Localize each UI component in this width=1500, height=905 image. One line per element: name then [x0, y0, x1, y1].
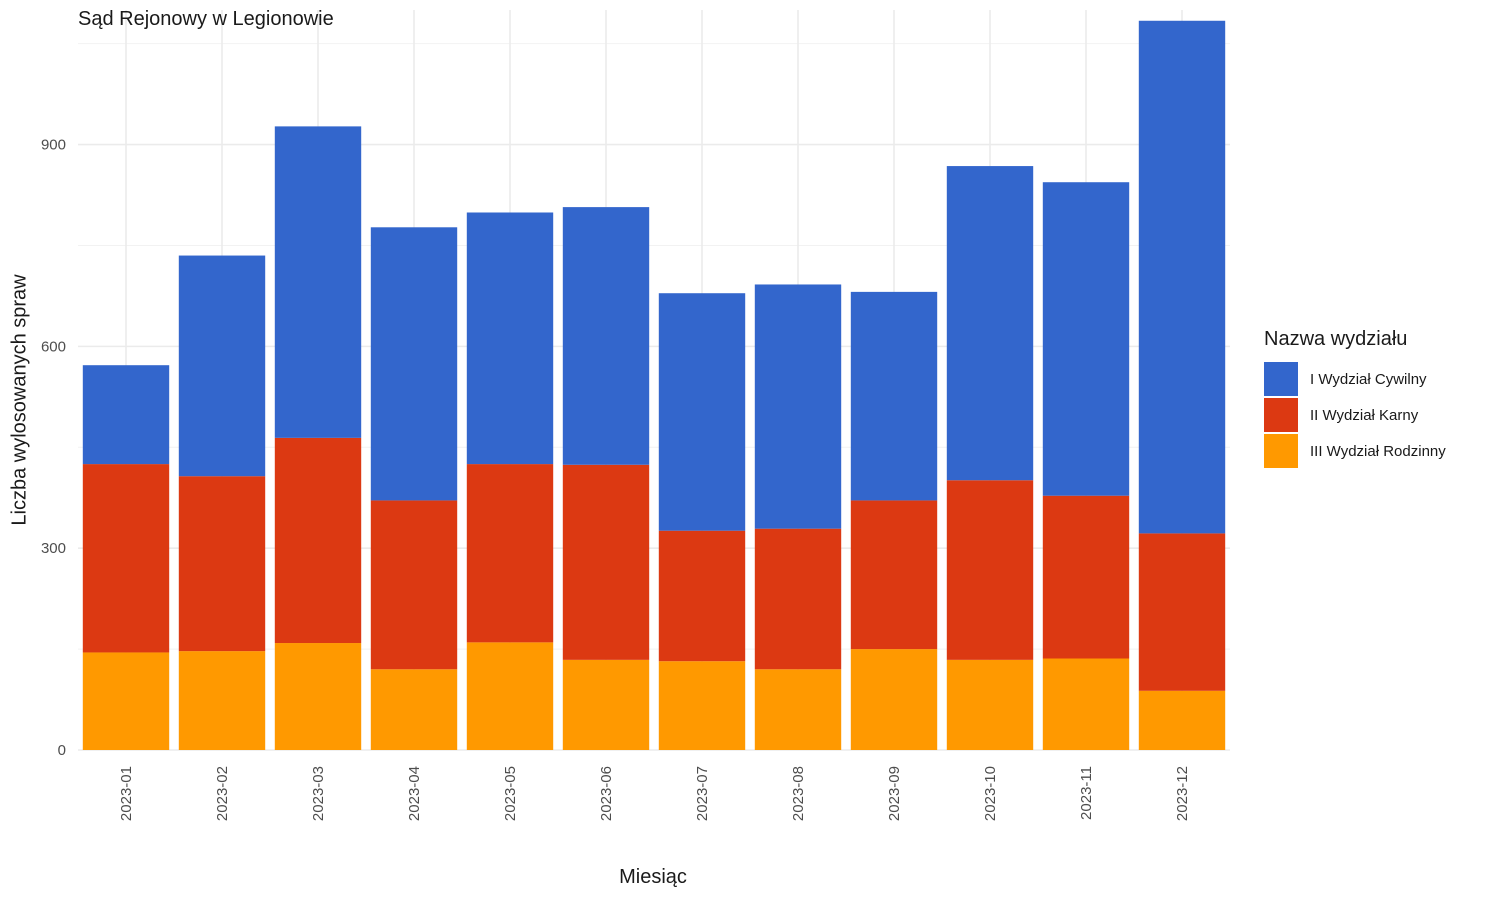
bar-segment [1138, 533, 1226, 691]
bar-segment [1042, 182, 1130, 496]
bar-segment [370, 227, 458, 501]
bar-segment [946, 659, 1034, 750]
legend-label: II Wydział Karny [1310, 406, 1419, 424]
x-tick-label: 2023-12 [1174, 766, 1191, 821]
chart-title: Sąd Rejonowy w Legionowie [78, 8, 334, 30]
bar-segment [1042, 658, 1130, 750]
bar-segment [274, 126, 362, 438]
bar-segment [82, 464, 170, 653]
x-tick-label: 2023-05 [502, 766, 519, 821]
bar-segment [562, 464, 650, 660]
legend-key-family [1264, 434, 1298, 468]
x-tick-label: 2023-04 [406, 766, 423, 821]
bar-segment [1042, 495, 1130, 659]
bar-segment [82, 365, 170, 465]
y-tick-label: 600 [41, 338, 66, 355]
y-axis-label: Liczba wylosowanych spraw [8, 274, 31, 526]
bar-segment [466, 212, 554, 465]
legend-item: III Wydział Rodzinny [1264, 433, 1446, 469]
bar-segment [754, 528, 842, 670]
bar-segment [82, 652, 170, 750]
x-tick-label: 2023-01 [118, 766, 135, 821]
legend: Nazwa wydziału I Wydział Cywilny II Wydz… [1264, 328, 1446, 469]
bar-segment [658, 293, 746, 531]
legend-key-criminal [1264, 398, 1298, 432]
bar-segment [1138, 20, 1226, 534]
bar-segment [850, 291, 938, 501]
x-tick-label: 2023-02 [214, 766, 231, 821]
legend-item: II Wydział Karny [1264, 397, 1446, 433]
y-tick-label: 0 [58, 742, 66, 759]
bar-segment [754, 284, 842, 529]
bar-segment [658, 530, 746, 662]
legend-key-civil [1264, 362, 1298, 396]
bar-segment [466, 642, 554, 750]
y-tick-label: 300 [41, 540, 66, 557]
bar-segment [946, 166, 1034, 481]
bar-segment [178, 255, 266, 477]
bar-segment [370, 669, 458, 750]
x-tick-label: 2023-11 [1078, 766, 1095, 820]
bar-segment [178, 476, 266, 652]
bar-segment [370, 500, 458, 670]
y-tick-label: 900 [41, 137, 66, 154]
x-tick-label: 2023-09 [886, 766, 903, 821]
bar-segment [658, 661, 746, 750]
x-axis-label: Miesiąc [619, 866, 687, 888]
bar-segment [274, 437, 362, 644]
bar-segment [946, 480, 1034, 660]
bar-segment [1138, 690, 1226, 750]
x-tick-label: 2023-03 [310, 766, 327, 821]
legend-label: III Wydział Rodzinny [1310, 442, 1446, 460]
legend-item: I Wydział Cywilny [1264, 361, 1446, 397]
bar-segment [274, 643, 362, 750]
bar-segment [754, 669, 842, 750]
bar-segment [178, 651, 266, 750]
bar-segment [466, 464, 554, 643]
x-tick-label: 2023-10 [982, 766, 999, 821]
x-tick-label: 2023-06 [598, 766, 615, 821]
legend-title: Nazwa wydziału [1264, 328, 1408, 350]
bar-segment [562, 207, 650, 465]
x-tick-label: 2023-07 [694, 766, 711, 821]
bar-segment [850, 649, 938, 750]
bar-segment [850, 500, 938, 650]
bar-segment [562, 659, 650, 750]
x-tick-label: 2023-08 [790, 766, 807, 821]
legend-label: I Wydział Cywilny [1310, 370, 1427, 388]
